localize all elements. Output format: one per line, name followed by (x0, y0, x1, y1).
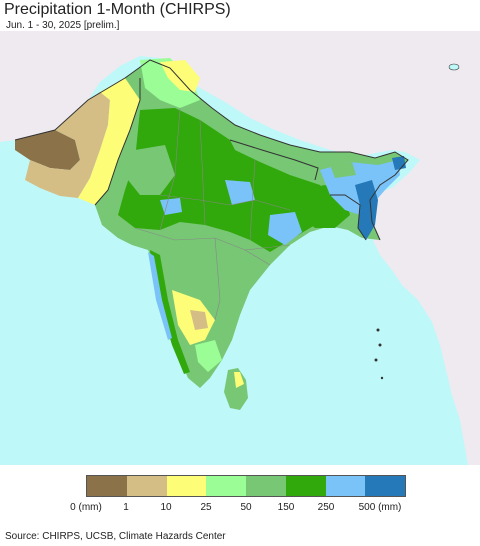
region-bhutan (330, 162, 356, 178)
legend-tick-1: 1 (123, 502, 129, 513)
region-sri-lanka-dry (234, 372, 244, 388)
island-andaman-4 (380, 376, 384, 380)
region-pakistan-east (78, 78, 140, 205)
island-andaman-1 (376, 328, 380, 332)
legend-tick-2: 10 (160, 502, 172, 513)
legend-swatch-5 (285, 476, 326, 496)
legend-tick-0: 0 (mm) (70, 502, 102, 513)
precipitation-map (0, 31, 480, 465)
border-bangladesh (330, 194, 367, 241)
island-andaman-2 (378, 343, 382, 347)
island-andaman-3 (374, 358, 378, 362)
legend-tick-3: 25 (200, 502, 212, 513)
border-pakistan-india (94, 78, 141, 206)
region-deccan (175, 238, 255, 305)
legend-swatch-6 (325, 476, 366, 496)
region-rajasthan (128, 145, 175, 195)
region-west-coast-wet (148, 252, 172, 340)
state-borders (134, 107, 291, 321)
region-central-wet-1 (268, 212, 302, 245)
surrounding-land (0, 31, 480, 465)
legend-swatch-7 (365, 476, 405, 496)
lake (448, 63, 460, 71)
region-pakistan-central (25, 92, 110, 198)
legend-bar (86, 475, 406, 497)
region-west-coast (150, 250, 190, 374)
region-south-light (195, 340, 222, 372)
region-nepal (230, 140, 318, 180)
legend-tick-7: 500 (mm) (358, 502, 402, 513)
map-title: Precipitation 1-Month (CHIRPS) (4, 1, 231, 18)
map-subtitle: Jun. 1 - 30, 2025 [prelim.] (6, 20, 120, 31)
legend-swatch-1 (126, 476, 167, 496)
legend-swatch-2 (166, 476, 207, 496)
border-outline (14, 59, 409, 241)
legend-swatch-3 (206, 476, 246, 496)
legend-tick-6: 250 (317, 502, 335, 513)
legend-swatch-4 (246, 476, 286, 496)
legend-tick-4: 50 (240, 502, 252, 513)
legend-tick-5: 150 (277, 502, 295, 513)
region-central-wet-2 (225, 180, 255, 205)
region-kashmir (140, 58, 200, 108)
region-bangladesh-heavy (355, 180, 378, 240)
source-credit: Source: CHIRPS, UCSB, Climate Hazards Ce… (5, 531, 226, 542)
legend-swatch-0 (87, 476, 127, 496)
border-nepal (229, 139, 319, 181)
region-south-very-dry (190, 310, 208, 330)
region-pakistan-west (15, 130, 80, 170)
